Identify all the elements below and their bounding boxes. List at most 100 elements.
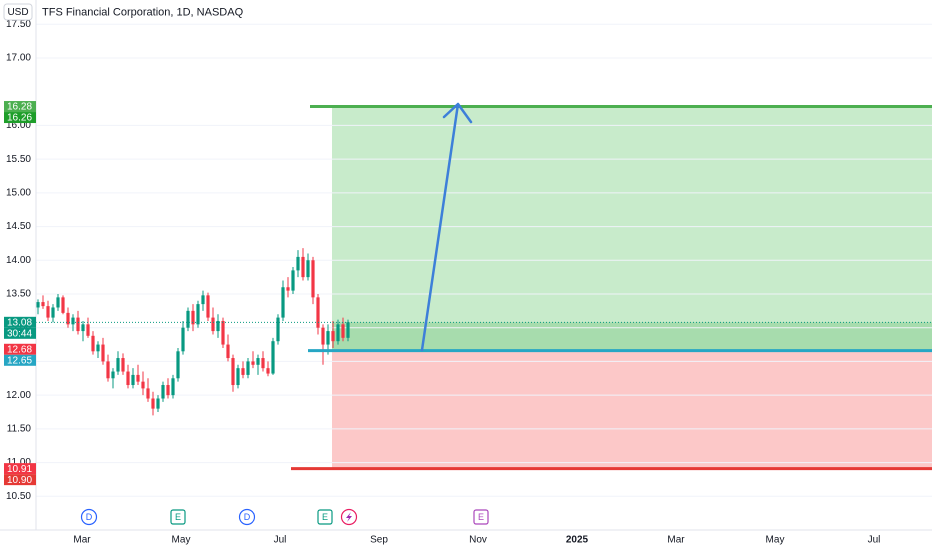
candle-body <box>211 317 215 332</box>
candle-body <box>116 358 120 372</box>
candle-body <box>306 260 310 278</box>
candle-body <box>246 361 250 375</box>
y-tick-label: 15.00 <box>6 187 31 198</box>
candle-body <box>61 297 65 313</box>
candle-body <box>241 368 245 375</box>
y-tick-label: 12.00 <box>6 390 31 401</box>
candle-body <box>251 361 255 365</box>
candle-body <box>161 385 165 399</box>
price-label-box <box>4 474 36 486</box>
candle-body <box>281 287 285 318</box>
candle-body <box>291 270 295 291</box>
lightning-icon[interactable] <box>340 508 358 526</box>
x-tick-label: May <box>766 535 785 546</box>
price-label-box <box>4 112 36 124</box>
price-label: 16.26 <box>7 113 32 124</box>
event-label[interactable]: E <box>175 512 181 522</box>
candle-body <box>41 302 45 307</box>
candle-body <box>126 371 130 386</box>
price-label: 13.08 <box>7 317 32 328</box>
price-label-box <box>4 354 36 366</box>
event-icon[interactable] <box>238 508 256 526</box>
y-tick-label: 16.00 <box>6 120 31 131</box>
arrow <box>420 102 473 352</box>
candle-body <box>191 310 195 325</box>
event-label[interactable]: D <box>244 512 251 522</box>
candle-body <box>266 368 270 374</box>
candle-body <box>181 327 185 352</box>
candle-body <box>271 341 275 374</box>
candle-body <box>76 317 80 332</box>
y-tick-label: 17.00 <box>6 53 31 64</box>
candle-body <box>321 327 325 345</box>
candle-body <box>296 256 300 271</box>
price-label-box <box>4 101 36 113</box>
candle-body <box>51 307 55 318</box>
y-tick-label: 14.50 <box>6 221 31 232</box>
y-tick-label: 13.50 <box>6 289 31 300</box>
profit-zone <box>332 106 932 351</box>
candle-body <box>196 304 200 325</box>
candle-body <box>216 320 220 332</box>
countdown: 30:44 <box>7 328 32 339</box>
candle-body <box>311 260 315 298</box>
candle-body <box>326 331 330 345</box>
candle-body <box>156 398 160 409</box>
candle-body <box>136 374 140 382</box>
event-icon[interactable] <box>170 509 186 525</box>
event-icon[interactable] <box>473 509 489 525</box>
candle-body <box>336 324 340 342</box>
currency-box[interactable] <box>3 3 33 21</box>
open-profit-zone <box>332 322 932 351</box>
candle-body <box>86 324 90 336</box>
event-icon[interactable] <box>80 508 98 526</box>
loss-zone <box>332 350 932 469</box>
candle-body <box>201 295 205 305</box>
candle-body <box>106 361 110 379</box>
price-label: 10.91 <box>7 464 32 475</box>
candle-body <box>206 295 210 318</box>
candle-body <box>71 317 75 325</box>
candle-body <box>341 324 345 338</box>
candle-body <box>81 324 85 332</box>
candle-body <box>121 358 125 372</box>
candle-body <box>166 385 170 396</box>
x-tick-label: Jul <box>868 535 881 546</box>
x-tick-label: 2025 <box>566 535 589 546</box>
candle-body <box>236 368 240 386</box>
x-tick-label: Mar <box>667 535 685 546</box>
candle-body <box>276 317 280 342</box>
candle-body <box>141 381 145 389</box>
y-tick-label: 10.50 <box>6 491 31 502</box>
candle-body <box>186 310 190 328</box>
candle-body <box>231 358 235 386</box>
price-label: 10.90 <box>7 475 32 486</box>
y-tick-label: 11.00 <box>7 457 32 468</box>
candle-body <box>256 358 260 365</box>
event-label[interactable]: E <box>478 512 484 522</box>
x-tick-label: Mar <box>73 535 91 546</box>
price-label: 16.28 <box>7 102 32 113</box>
candle-body <box>101 344 105 362</box>
candle-body <box>261 358 265 369</box>
y-tick-label: 17.50 <box>6 19 31 30</box>
lightning-bolt[interactable] <box>346 512 352 522</box>
candle-body <box>301 256 305 278</box>
currency[interactable]: USD <box>7 7 28 18</box>
candle-body <box>286 287 290 291</box>
countdown-box <box>4 327 36 339</box>
candle-body <box>226 344 230 359</box>
event-label[interactable]: D <box>86 512 93 522</box>
chart-title: TFS Financial Corporation, 1D, NASDAQ <box>42 6 244 18</box>
event-label[interactable]: E <box>322 512 328 522</box>
candle-body <box>331 331 335 342</box>
event-icon[interactable] <box>317 509 333 525</box>
price-label-box <box>4 316 36 328</box>
price-label-box <box>4 343 36 355</box>
price-label: 12.68 <box>7 344 32 355</box>
candle-body <box>176 351 180 379</box>
candle-body <box>221 320 225 345</box>
candle-body <box>36 302 40 308</box>
